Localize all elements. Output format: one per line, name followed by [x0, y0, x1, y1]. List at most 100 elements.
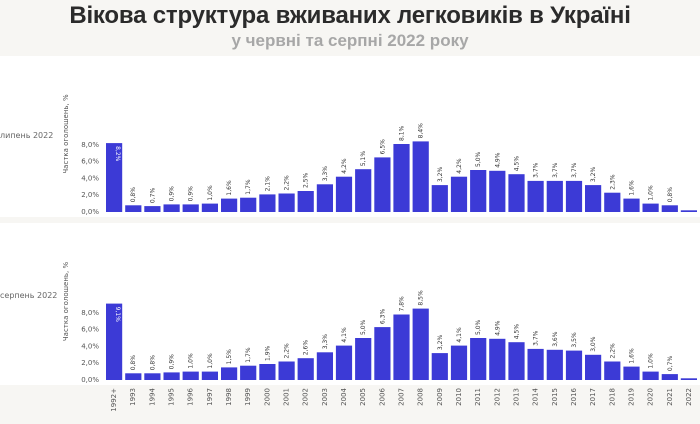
data-label: 4,2%	[341, 158, 348, 174]
x-tick-label: 2003	[321, 388, 329, 406]
y-tick-label: 2,0%	[81, 359, 99, 367]
data-label: 1,7%	[245, 347, 252, 363]
data-label: 5,0%	[475, 151, 482, 167]
data-label: 4,5%	[514, 324, 521, 340]
data-label: 2,2%	[284, 343, 291, 359]
bar	[316, 184, 333, 212]
y-tick-label: 0,0%	[81, 208, 99, 216]
bar	[201, 371, 218, 380]
y-tick-label: 8,0%	[81, 141, 99, 149]
data-label: 1,5%	[226, 349, 233, 365]
bar	[221, 198, 238, 212]
data-label: 6,3%	[379, 309, 386, 325]
bar	[335, 176, 353, 212]
data-label: 3,2%	[590, 167, 597, 183]
bar	[489, 338, 506, 380]
bar	[661, 374, 678, 380]
y-tick-label: 0,0%	[81, 376, 99, 384]
bar	[508, 174, 525, 212]
bar	[431, 353, 448, 380]
bar	[604, 192, 621, 212]
x-tick-label: 2010	[455, 388, 463, 406]
data-label: 3,5%	[571, 332, 578, 348]
x-tick-label: 2001	[283, 388, 291, 406]
data-label: 0,9%	[169, 354, 176, 370]
bar	[163, 372, 180, 380]
data-label: 3,7%	[533, 330, 540, 346]
bar	[508, 342, 525, 380]
data-label: 3,7%	[571, 162, 578, 178]
bar	[259, 364, 276, 380]
bar	[470, 338, 487, 380]
data-label: 5,0%	[360, 319, 367, 335]
x-tick-label: 2022	[685, 388, 693, 406]
x-tick-label: 2009	[436, 388, 444, 406]
bar	[470, 170, 487, 212]
bar	[106, 143, 123, 212]
data-label: 3,7%	[533, 162, 540, 178]
x-tick-label: 2000	[263, 388, 271, 406]
bar	[297, 358, 314, 380]
bar	[316, 352, 333, 380]
bar	[431, 185, 448, 212]
x-tick-label: 2008	[417, 388, 425, 406]
data-label: 1,0%	[207, 185, 214, 201]
bar	[527, 180, 544, 212]
x-tick-label: 1996	[187, 387, 195, 405]
chart-panel-1: липень 2022 Частка оголошень, % 0,0% 2,0% 4,…	[0, 56, 700, 217]
bar	[201, 203, 218, 212]
data-label: 0,8%	[667, 187, 674, 203]
data-label: 9,1%	[114, 307, 121, 323]
data-label: 4,1%	[341, 327, 348, 343]
data-label: 0,7%	[149, 188, 156, 204]
bar	[221, 367, 238, 380]
x-tick-label: 1993	[129, 388, 137, 406]
bar	[565, 350, 583, 380]
y-tick-label: 8,0%	[81, 309, 99, 317]
x-tick-label: 2006	[378, 387, 386, 405]
bar	[623, 198, 640, 212]
data-label: 1,0%	[648, 185, 655, 201]
chart-subtitle: у червні та серпні 2022 року	[231, 31, 469, 50]
data-label: 8,4%	[418, 123, 425, 139]
data-label: 8,2%	[114, 146, 121, 162]
data-label: 3,3%	[322, 166, 329, 182]
bar	[489, 170, 506, 212]
y-tick-label: 6,0%	[81, 158, 99, 166]
data-label: 0,9%	[169, 186, 176, 202]
data-label: 2,2%	[609, 343, 616, 359]
bar	[412, 141, 429, 212]
chart-panel-2: серпень 2022 Частка оголошень, % 0,0% 2,0% 4…	[0, 223, 700, 412]
x-tick-label: 2013	[513, 388, 521, 406]
bar	[680, 378, 697, 380]
panel-label: липень 2022	[0, 131, 53, 140]
bar	[585, 185, 602, 212]
bar	[623, 366, 640, 380]
data-label: 3,3%	[322, 334, 329, 350]
data-label: 3,2%	[437, 167, 444, 183]
bar	[585, 354, 602, 380]
chart-title: Вікова структура вживаних легковиків в У…	[69, 2, 631, 29]
x-tick-label: 1995	[168, 388, 176, 406]
bar	[680, 210, 697, 212]
x-tick-label: 2021	[666, 388, 674, 406]
data-label: 1,0%	[648, 353, 655, 369]
x-tick-label: 2011	[474, 388, 482, 406]
bar	[240, 197, 257, 212]
bar	[527, 348, 544, 380]
data-label: 4,9%	[494, 152, 501, 168]
bar	[144, 206, 161, 212]
data-label: 2,3%	[609, 174, 616, 190]
data-label: 1,7%	[245, 179, 252, 195]
data-label: 1,6%	[628, 180, 635, 196]
x-tick-label: 2014	[532, 387, 540, 405]
data-label: 4,2%	[456, 158, 463, 174]
y-tick-label: 4,0%	[81, 174, 99, 182]
data-label: 0,8%	[130, 355, 137, 371]
data-label: 1,9%	[264, 345, 271, 361]
y-tick-label: 2,0%	[81, 191, 99, 199]
data-label: 0,8%	[130, 187, 137, 203]
data-label: 1,6%	[226, 180, 233, 196]
bar	[355, 338, 372, 380]
